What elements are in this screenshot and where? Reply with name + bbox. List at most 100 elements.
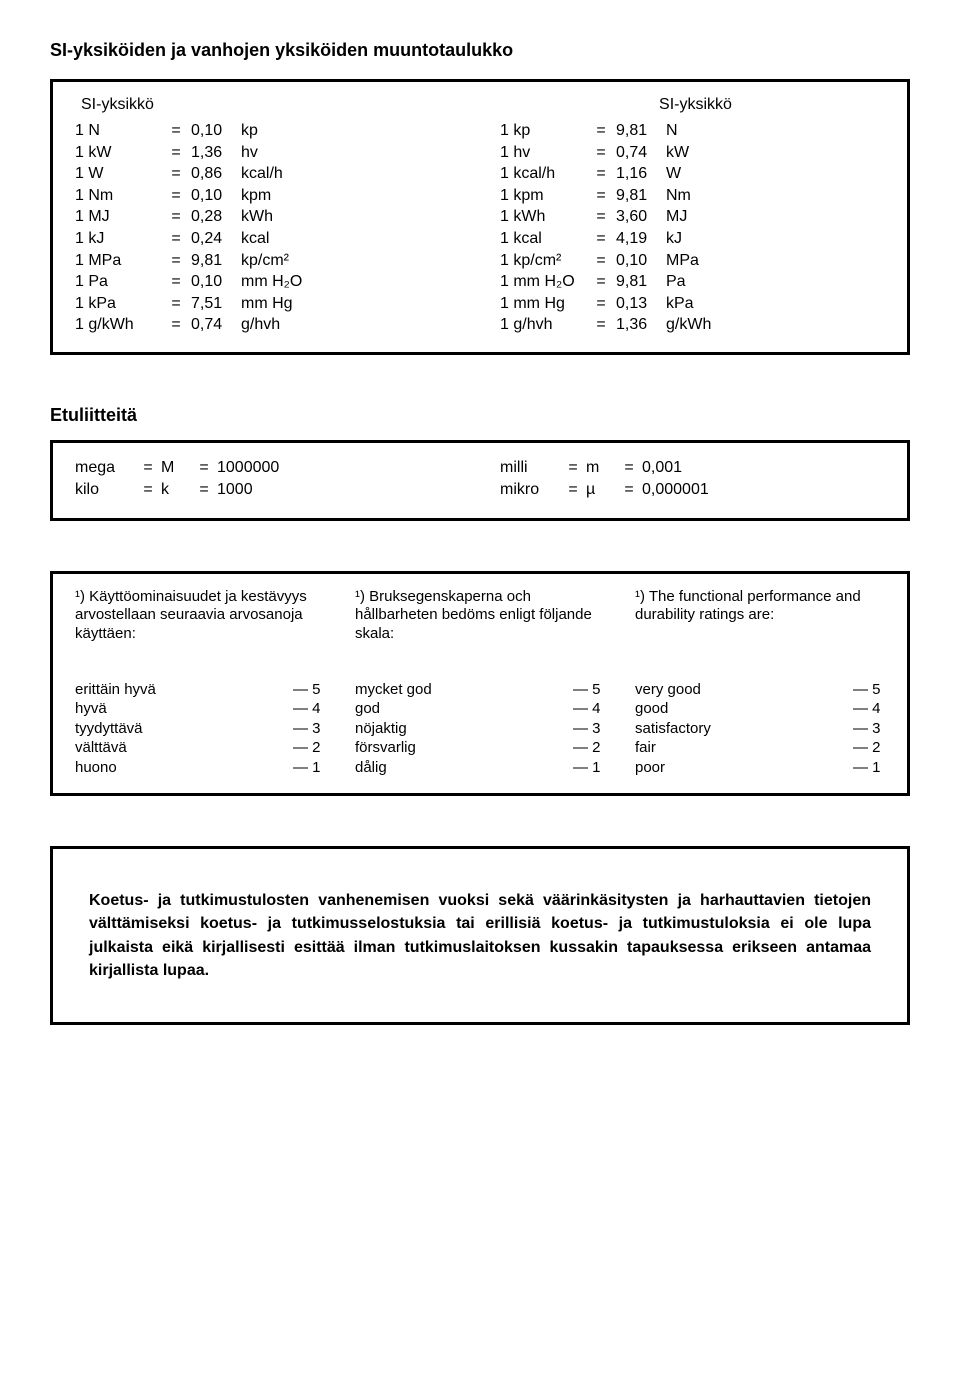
page-title: SI-yksiköiden ja vanhojen yksiköiden muu…	[50, 40, 910, 61]
conv-value: 0,74	[616, 142, 666, 164]
rating-value: — 4	[573, 699, 605, 719]
conversion-row: 1 Pa=0,10mm H₂O	[75, 271, 460, 293]
conversion-row: 1 g/kWh=0,74g/hvh	[75, 314, 460, 336]
rating-row: mycket god— 5	[355, 680, 605, 700]
conv-value: 7,51	[191, 293, 241, 315]
rating-value: — 3	[293, 719, 325, 739]
equals-sign: =	[586, 120, 616, 142]
conv-from: 1 W	[75, 163, 161, 185]
rating-value: — 2	[293, 738, 325, 758]
conv-value: 3,60	[616, 206, 666, 228]
conv-from: 1 g/kWh	[75, 314, 161, 336]
conv-unit: g/hvh	[241, 314, 460, 336]
conv-value: 1,36	[191, 142, 241, 164]
prefix-symbol: µ	[586, 479, 616, 501]
equals-sign: =	[586, 228, 616, 250]
prefix-left: mega=M=1000000kilo=k=1000	[75, 457, 460, 502]
prefix-row: kilo=k=1000	[75, 479, 460, 501]
conv-value: 0,10	[191, 120, 241, 142]
conversion-row: 1 g/hvh=1,36g/kWh	[500, 314, 885, 336]
conv-from: 1 g/hvh	[500, 314, 586, 336]
rating-label: very good	[635, 680, 853, 700]
equals-sign: =	[586, 163, 616, 185]
equals-sign: =	[161, 250, 191, 272]
conv-from: 1 kcal	[500, 228, 586, 250]
rating-value: — 2	[573, 738, 605, 758]
equals-sign: =	[560, 457, 586, 479]
conv-unit: kp/cm²	[241, 250, 460, 272]
rating-label: huono	[75, 758, 293, 778]
rating-value: — 5	[853, 680, 885, 700]
rating-label: mycket god	[355, 680, 573, 700]
conv-value: 0,24	[191, 228, 241, 250]
prefix-row: milli=m=0,001	[500, 457, 885, 479]
prefix-value: 1000000	[217, 457, 460, 479]
conv-unit: mm H₂O	[241, 271, 460, 293]
conv-value: 0,86	[191, 163, 241, 185]
rating-label: välttävä	[75, 738, 293, 758]
conv-from: 1 kJ	[75, 228, 161, 250]
equals-sign: =	[191, 457, 217, 479]
equals-sign: =	[161, 163, 191, 185]
prefix-name: mikro	[500, 479, 560, 501]
rating-label: good	[635, 699, 853, 719]
rating-label: satisfactory	[635, 719, 853, 739]
equals-sign: =	[586, 250, 616, 272]
conv-unit: Nm	[666, 185, 885, 207]
rating-value: — 4	[293, 699, 325, 719]
rating-label: nöjaktig	[355, 719, 573, 739]
conv-value: 0,10	[191, 185, 241, 207]
rating-row: nöjaktig— 3	[355, 719, 605, 739]
conversion-row: 1 kp=9,81N	[500, 120, 885, 142]
conv-value: 9,81	[616, 271, 666, 293]
conv-from: 1 MPa	[75, 250, 161, 272]
rating-label: försvarlig	[355, 738, 573, 758]
prefix-row: mikro=µ=0,000001	[500, 479, 885, 501]
conv-value: 9,81	[191, 250, 241, 272]
rating-row: good— 4	[635, 699, 885, 719]
equals-sign: =	[586, 314, 616, 336]
conv-value: 0,13	[616, 293, 666, 315]
conv-from: 1 kW	[75, 142, 161, 164]
conversion-row: 1 kp/cm²=0,10MPa	[500, 250, 885, 272]
rating-row: satisfactory— 3	[635, 719, 885, 739]
conv-unit: Pa	[666, 271, 885, 293]
left-header: SI-yksikkö	[75, 96, 460, 114]
conversion-box: SI-yksikkö 1 N=0,10kp1 kW=1,36hv1 W=0,86…	[50, 79, 910, 355]
equals-sign: =	[586, 142, 616, 164]
equals-sign: =	[161, 271, 191, 293]
conv-value: 9,81	[616, 120, 666, 142]
rating-row: dålig— 1	[355, 758, 605, 778]
rating-row: försvarlig— 2	[355, 738, 605, 758]
equals-sign: =	[586, 206, 616, 228]
rating-row: erittäin hyvä— 5	[75, 680, 325, 700]
prefix-value: 1000	[217, 479, 460, 501]
equals-sign: =	[135, 479, 161, 501]
conversion-row: 1 kPa=7,51mm Hg	[75, 293, 460, 315]
conv-unit: kpm	[241, 185, 460, 207]
prefix-value: 0,001	[642, 457, 885, 479]
equals-sign: =	[135, 457, 161, 479]
rating-value: — 1	[573, 758, 605, 778]
equals-sign: =	[161, 185, 191, 207]
conv-from: 1 N	[75, 120, 161, 142]
equals-sign: =	[161, 120, 191, 142]
conv-from: 1 MJ	[75, 206, 161, 228]
rating-label: poor	[635, 758, 853, 778]
rating-value: — 5	[293, 680, 325, 700]
conv-from: 1 mm H₂O	[500, 271, 586, 293]
conv-from: 1 Pa	[75, 271, 161, 293]
equals-sign: =	[586, 271, 616, 293]
rating-value: — 1	[853, 758, 885, 778]
conversion-row: 1 W=0,86kcal/h	[75, 163, 460, 185]
ratings-sv-intro: ¹) Bruksegenskaperna och hållbarheten be…	[355, 588, 605, 664]
rating-value: — 2	[853, 738, 885, 758]
conv-value: 4,19	[616, 228, 666, 250]
conv-from: 1 kp/cm²	[500, 250, 586, 272]
rating-row: poor— 1	[635, 758, 885, 778]
conv-unit: N	[666, 120, 885, 142]
rating-row: hyvä— 4	[75, 699, 325, 719]
conv-from: 1 kWh	[500, 206, 586, 228]
equals-sign: =	[616, 457, 642, 479]
conv-from: 1 kPa	[75, 293, 161, 315]
